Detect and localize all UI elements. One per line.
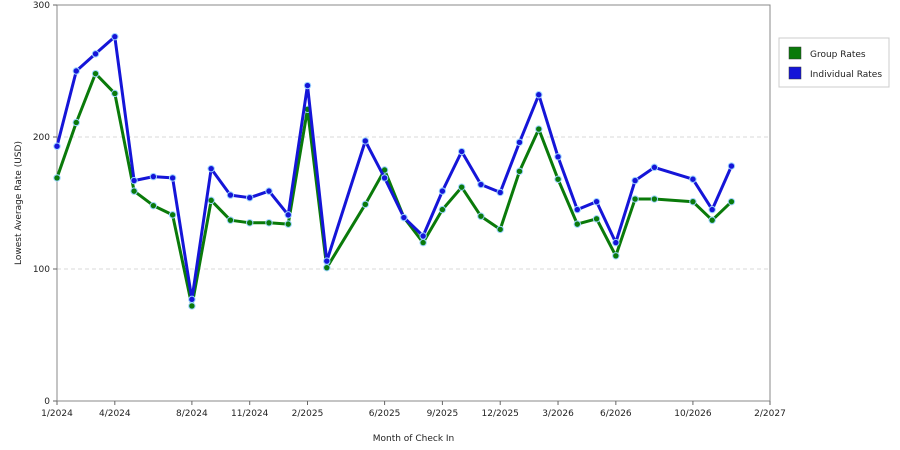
- legend-label-group-rates: Group Rates: [810, 50, 866, 60]
- data-point-individual-rates: [592, 197, 601, 206]
- data-point-group-rates: [91, 69, 100, 78]
- data-point-group-rates: [323, 263, 331, 272]
- data-point-group-rates: [361, 200, 370, 209]
- x-axis-ticks: 1/2024 4/2024 8/2024 11/2024 2/2025 6/2025 9/2…: [41, 401, 786, 419]
- data-point-group-rates: [650, 195, 659, 203]
- data-point-individual-rates: [188, 295, 196, 304]
- x-axis-title: Month of Check In: [373, 434, 455, 444]
- data-point-group-rates: [515, 167, 524, 176]
- data-point-individual-rates: [130, 176, 138, 185]
- y-tick-label: 300: [33, 1, 50, 11]
- data-point-individual-rates: [708, 205, 716, 214]
- y-tick-label: 200: [33, 133, 50, 143]
- data-point-individual-rates: [515, 138, 524, 146]
- data-point-individual-rates: [631, 176, 639, 185]
- x-tick-label: 4/2024: [99, 409, 131, 419]
- data-point-individual-rates: [53, 142, 61, 150]
- data-point-group-rates: [72, 118, 80, 127]
- x-tick-label: 6/2025: [369, 409, 401, 419]
- data-point-individual-rates: [111, 32, 119, 41]
- data-point-group-rates: [457, 183, 466, 191]
- data-point-group-rates: [612, 252, 620, 260]
- legend: Group Rates Individual Rates: [778, 37, 890, 88]
- data-point-individual-rates: [477, 180, 485, 189]
- data-point-individual-rates: [727, 162, 736, 170]
- data-point-individual-rates: [246, 194, 254, 202]
- data-point-group-rates: [419, 238, 427, 247]
- data-point-group-rates: [226, 216, 235, 224]
- data-point-group-rates: [130, 187, 138, 195]
- data-point-individual-rates: [226, 191, 235, 199]
- series-lines: [53, 32, 736, 310]
- data-point-individual-rates: [535, 91, 543, 99]
- data-point-individual-rates: [438, 187, 447, 195]
- data-point-group-rates: [168, 211, 177, 219]
- data-point-individual-rates: [284, 211, 292, 219]
- legend-swatch-individual-rates: [788, 66, 802, 80]
- data-point-group-rates: [535, 125, 543, 133]
- data-point-individual-rates: [323, 257, 331, 265]
- series-line-individual-rates: [55, 35, 733, 301]
- x-tick-label: 8/2024: [176, 409, 208, 419]
- x-tick-label: 3/2026: [542, 409, 574, 419]
- data-point-group-rates: [53, 174, 61, 182]
- data-point-group-rates: [708, 216, 716, 224]
- y-tick-label: 100: [33, 265, 50, 275]
- y-axis-title: Lowest Average Rate (USD): [14, 141, 24, 265]
- x-tick-label: 1/2024: [41, 409, 73, 419]
- data-point-individual-rates: [91, 50, 100, 58]
- data-point-group-rates: [111, 89, 119, 98]
- data-point-individual-rates: [496, 188, 504, 197]
- x-tick-label: 12/2025: [482, 409, 519, 419]
- series-line-group-rates: [55, 72, 733, 308]
- x-tick-label: 2/2027: [754, 409, 786, 419]
- data-point-individual-rates: [168, 174, 177, 182]
- data-point-group-rates: [592, 215, 601, 223]
- x-tick-label: 11/2024: [231, 409, 269, 419]
- x-tick-label: 6/2026: [600, 409, 632, 419]
- legend-label-individual-rates: Individual Rates: [810, 70, 882, 80]
- data-point-group-rates: [477, 212, 485, 220]
- data-point-group-rates: [207, 196, 215, 205]
- data-point-group-rates: [727, 197, 736, 206]
- x-tick-label: 2/2025: [292, 409, 324, 419]
- data-point-group-rates: [265, 219, 273, 227]
- data-point-individual-rates: [650, 163, 659, 172]
- data-point-group-rates: [284, 220, 292, 228]
- data-point-individual-rates: [689, 175, 697, 183]
- plot-area-border: [56, 4, 771, 402]
- data-point-group-rates: [689, 197, 697, 206]
- data-point-individual-rates: [265, 187, 273, 195]
- data-point-group-rates: [554, 175, 562, 183]
- legend-swatch-group-rates: [788, 46, 802, 60]
- data-point-group-rates: [438, 205, 447, 214]
- data-point-individual-rates: [380, 174, 389, 182]
- data-point-individual-rates: [400, 213, 408, 222]
- data-point-individual-rates: [72, 67, 80, 75]
- data-point-individual-rates: [573, 205, 581, 214]
- data-point-group-rates: [496, 225, 504, 234]
- data-point-individual-rates: [554, 153, 562, 161]
- data-point-individual-rates: [612, 238, 620, 247]
- data-point-group-rates: [573, 220, 581, 228]
- data-point-individual-rates: [149, 172, 158, 181]
- grid-lines: [57, 136, 770, 270]
- data-point-individual-rates: [419, 232, 427, 240]
- data-point-group-rates: [246, 219, 254, 227]
- y-tick-label: 0: [44, 397, 50, 407]
- y-axis-ticks: 0 100 200 300: [33, 1, 57, 407]
- x-tick-label: 9/2025: [427, 409, 459, 419]
- data-point-individual-rates: [457, 147, 466, 156]
- x-tick-label: 10/2026: [674, 409, 712, 419]
- data-point-group-rates: [188, 302, 196, 310]
- data-point-individual-rates: [303, 81, 312, 90]
- data-point-individual-rates: [361, 137, 370, 145]
- data-point-group-rates: [631, 195, 639, 203]
- data-point-individual-rates: [207, 164, 215, 173]
- data-point-group-rates: [149, 201, 158, 210]
